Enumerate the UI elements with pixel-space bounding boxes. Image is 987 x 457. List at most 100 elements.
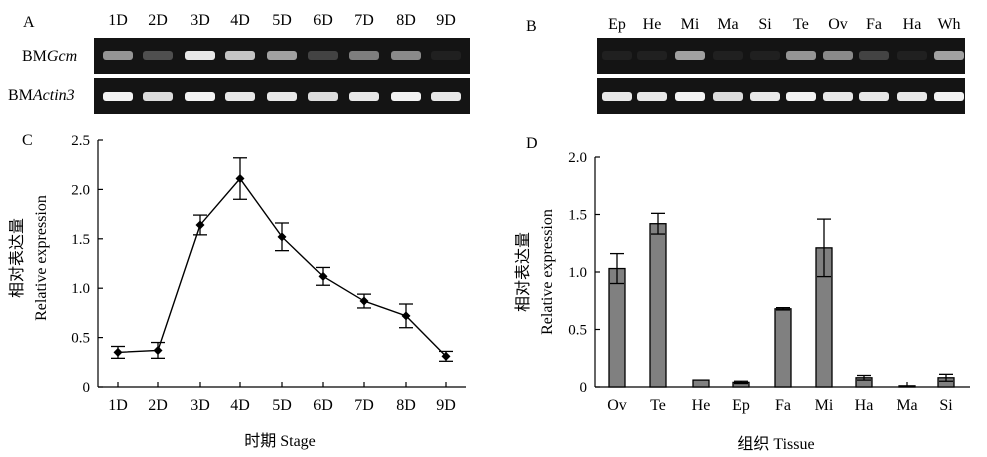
gel-band <box>391 92 421 101</box>
gel-band <box>349 51 379 60</box>
actin-label-gene: Actin3 <box>32 87 75 104</box>
x-tick-label: 4D <box>230 397 250 414</box>
lane-label-ma: Ma <box>717 16 739 33</box>
x-tick-label: 7D <box>354 397 374 414</box>
lane-label-wh: Wh <box>937 16 961 33</box>
chart-c-stage-expression: 0 0.5 1.0 1.5 2.0 2.5 1D 2D 3D 4D 5D 6D 7D 8D 9D 相对表达量 R… <box>8 133 466 450</box>
gel-band <box>823 92 853 101</box>
lane-label-6d: 6D <box>313 12 333 29</box>
x-tick-label: Ov <box>607 397 627 414</box>
gcm-row-label: BMGcm <box>22 48 77 66</box>
actin-row-label: BMActin3 <box>8 87 75 105</box>
panel-a-letter: A <box>23 14 35 31</box>
gel-band <box>823 51 853 60</box>
gel-band <box>103 51 133 60</box>
y-tick-label: 0.5 <box>568 323 587 339</box>
lane-label-he: He <box>642 16 662 33</box>
x-axis-label: 组织 Tissue <box>737 435 814 453</box>
gel-band <box>308 51 338 60</box>
data-point <box>401 311 411 321</box>
y-tick-label: 0 <box>580 380 588 396</box>
actin-label-prefix: BM <box>8 87 33 104</box>
gel-band <box>637 92 667 101</box>
x-tick-label: 8D <box>396 397 416 414</box>
data-point <box>277 232 287 242</box>
y-axis-label-cn: 相对表达量 <box>514 232 532 312</box>
data-point <box>113 347 123 357</box>
x-tick-label: Mi <box>815 397 834 414</box>
lane-label-ov: Ov <box>828 16 848 33</box>
x-tick-label: He <box>692 397 711 414</box>
gel-band <box>267 51 297 60</box>
gel-b-gcm <box>597 38 965 74</box>
lane-label-ha: Ha <box>902 16 922 33</box>
x-tick-label: Si <box>939 397 953 414</box>
gel-band <box>713 51 743 60</box>
gel-band <box>431 51 461 60</box>
gel-band <box>431 92 461 101</box>
bar <box>649 223 667 388</box>
y-tick-label: 2.0 <box>568 150 587 166</box>
y-tick-label: 0 <box>83 380 91 396</box>
x-axis-label: 时期 Stage <box>244 432 316 450</box>
bar <box>608 267 626 388</box>
gel-band <box>267 92 297 101</box>
x-tick-label: Te <box>650 397 666 414</box>
lane-label-mi: Mi <box>680 16 700 33</box>
lane-label-fa: Fa <box>866 16 882 33</box>
gel-a-actin <box>94 78 470 114</box>
lane-label-5d: 5D <box>272 12 292 29</box>
panel-b-letter: B <box>526 18 537 35</box>
y-axis-label-en: Relative expression <box>33 195 50 321</box>
lane-label-te: Te <box>793 16 809 33</box>
data-point <box>359 296 369 306</box>
y-tick-label: 2.0 <box>71 182 90 198</box>
gcm-label-prefix: BM <box>22 48 47 65</box>
data-point <box>318 271 328 281</box>
y-tick-label: 1.5 <box>568 208 587 224</box>
x-tick-label: Fa <box>775 397 791 414</box>
gel-band <box>897 92 927 101</box>
bar <box>774 308 792 388</box>
bar <box>692 379 710 388</box>
lane-label-4d: 4D <box>230 12 250 29</box>
lane-label-9d: 9D <box>436 12 456 29</box>
x-tick-label: Ha <box>855 397 874 414</box>
gel-band <box>349 92 379 101</box>
gel-band <box>103 92 133 101</box>
gel-band <box>934 92 964 101</box>
gel-band <box>675 51 705 60</box>
data-point <box>235 174 245 184</box>
gel-band <box>675 92 705 101</box>
y-axis-label-en: Relative expression <box>539 209 556 335</box>
gel-band <box>391 51 421 60</box>
gel-band <box>897 51 927 60</box>
data-point <box>441 351 451 361</box>
gel-band <box>602 92 632 101</box>
data-point <box>195 220 205 230</box>
x-tick-label: 9D <box>436 397 456 414</box>
gel-band <box>786 51 816 60</box>
lane-label-2d: 2D <box>148 12 168 29</box>
lane-label-1d: 1D <box>108 12 128 29</box>
gel-band <box>934 51 964 60</box>
gel-band <box>143 51 173 60</box>
gel-band <box>225 92 255 101</box>
gel-band <box>750 92 780 101</box>
lane-label-si: Si <box>758 16 772 33</box>
gel-band <box>602 51 632 60</box>
bar <box>898 385 916 388</box>
x-tick-label: 3D <box>190 397 210 414</box>
gel-band <box>750 51 780 60</box>
x-tick-label: 2D <box>148 397 168 414</box>
gel-band <box>308 92 338 101</box>
y-tick-label: 2.5 <box>71 133 90 149</box>
x-tick-label: Ma <box>896 397 917 414</box>
gel-band <box>859 51 889 60</box>
panel-d-letter: D <box>526 135 538 152</box>
y-tick-label: 1.0 <box>71 281 90 297</box>
gel-band <box>786 92 816 101</box>
gel-band <box>637 51 667 60</box>
x-tick-label: 6D <box>313 397 333 414</box>
x-tick-label: 1D <box>108 397 128 414</box>
